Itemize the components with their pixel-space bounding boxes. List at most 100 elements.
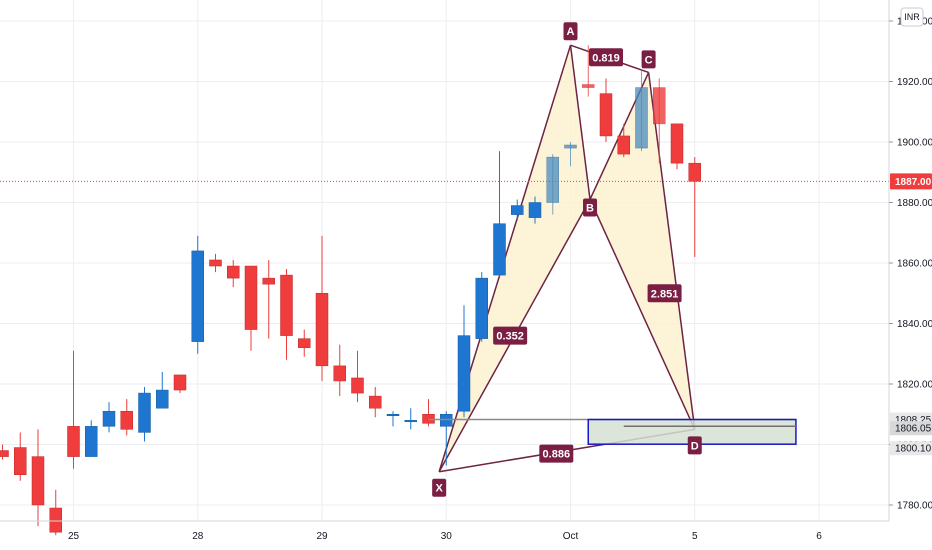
- pattern-point-badge: [432, 478, 447, 497]
- candle: [688, 157, 701, 257]
- candle: [120, 399, 133, 436]
- candle: [333, 344, 346, 397]
- candle: [599, 78, 613, 142]
- x-tick-label: 25: [68, 531, 80, 542]
- candle: [617, 123, 630, 158]
- candle: [0, 444, 9, 460]
- pattern-triangle-bcd: [590, 72, 695, 430]
- currency-badge[interactable]: INR: [900, 7, 924, 27]
- candle-body: [351, 377, 364, 394]
- ratio-value: 0.886: [543, 449, 571, 461]
- current-price-badge: 1887.00: [890, 173, 932, 190]
- candle-body: [440, 414, 453, 427]
- candle: [209, 253, 222, 273]
- pattern-point-d[interactable]: D: [687, 436, 702, 455]
- ratio-value: 0.352: [496, 331, 524, 343]
- zone-price-badge: 1806.05: [890, 421, 932, 436]
- pattern-point-x[interactable]: X: [432, 478, 447, 497]
- candle-body: [369, 395, 382, 409]
- candle: [564, 142, 577, 167]
- candle-body: [599, 93, 613, 137]
- current-price-badge-bg: [890, 173, 932, 190]
- candle-body: [617, 135, 630, 155]
- candle-body: [564, 144, 577, 149]
- ratio-label[interactable]: 0.886: [539, 444, 574, 463]
- ratio-badge: [539, 444, 574, 463]
- candle: [351, 350, 364, 403]
- zone-price-badge-text: 1806.05: [895, 424, 932, 435]
- y-tick-label: 1780.00: [897, 501, 932, 512]
- candle-body: [315, 293, 329, 367]
- y-tick-label: 1900.00: [897, 138, 932, 149]
- candle-body: [14, 447, 27, 475]
- candle: [67, 350, 80, 469]
- pattern-triangle-xab: [439, 45, 591, 472]
- pattern-point-a[interactable]: A: [563, 22, 578, 41]
- candle-body: [156, 389, 169, 409]
- candle-body: [138, 392, 151, 433]
- ratio-label[interactable]: 2.851: [647, 284, 682, 303]
- current-price-badge-text: 1887.00: [895, 177, 932, 188]
- pattern-line-bd[interactable]: [589, 199, 696, 430]
- pattern-point-label: B: [586, 202, 594, 214]
- candle: [635, 69, 648, 152]
- candles-layer: [0, 45, 701, 536]
- candle: [227, 259, 240, 288]
- candle: [173, 374, 187, 394]
- currency-badge-text: INR: [904, 12, 920, 22]
- pattern-leg-ab[interactable]: [569, 45, 591, 200]
- pattern-point-label: X: [435, 483, 443, 495]
- candle: [298, 329, 311, 357]
- candle: [191, 235, 204, 354]
- candle: [511, 199, 524, 221]
- candle: [138, 387, 151, 442]
- candle-body: [493, 223, 506, 276]
- candle: [369, 387, 382, 418]
- ratio-label[interactable]: 0.352: [493, 326, 528, 345]
- candle-body: [457, 335, 471, 412]
- candle: [546, 154, 559, 215]
- candle-body: [528, 202, 542, 218]
- candle-body: [475, 277, 488, 339]
- candle: [102, 402, 116, 433]
- candle-body: [0, 450, 9, 457]
- pattern-point-c[interactable]: C: [641, 50, 656, 69]
- candle: [244, 265, 258, 351]
- pattern-leg-cd[interactable]: [647, 72, 696, 430]
- pattern-point-badge: [641, 50, 656, 69]
- ratio-label[interactable]: 0.819: [589, 48, 623, 67]
- pattern-point-label: C: [645, 54, 653, 66]
- ratio-badge: [493, 326, 528, 345]
- candle-body: [333, 365, 346, 382]
- candle: [262, 259, 275, 339]
- zone-price-badge: 1800.10: [890, 441, 932, 456]
- x-tick-label: Oct: [563, 531, 579, 542]
- candle-body: [404, 420, 417, 423]
- candle-body: [262, 277, 275, 285]
- ratio-badge: [589, 48, 623, 67]
- y-tick-label: 1860.00: [897, 259, 932, 270]
- candle: [528, 196, 542, 224]
- x-tick-label: 6: [816, 531, 822, 542]
- candle-body: [244, 265, 258, 330]
- pattern-point-b[interactable]: B: [583, 198, 598, 217]
- x-tick-label: 28: [192, 531, 204, 542]
- candle-body: [173, 374, 187, 391]
- candle-body: [511, 205, 524, 215]
- candle: [457, 305, 471, 418]
- pattern-point-label: D: [691, 440, 699, 452]
- candle-body: [653, 87, 666, 125]
- candle-body: [582, 84, 595, 88]
- candle-body: [85, 426, 98, 457]
- candle-body: [298, 338, 311, 348]
- candle: [582, 45, 595, 97]
- candle-body: [688, 162, 701, 182]
- zone-price-badge-bg: [890, 441, 932, 456]
- candle: [670, 123, 684, 170]
- y-tick-label: 1840.00: [897, 319, 932, 330]
- harmonic-pattern[interactable]: [438, 44, 696, 473]
- ratio-value: 2.851: [651, 288, 679, 300]
